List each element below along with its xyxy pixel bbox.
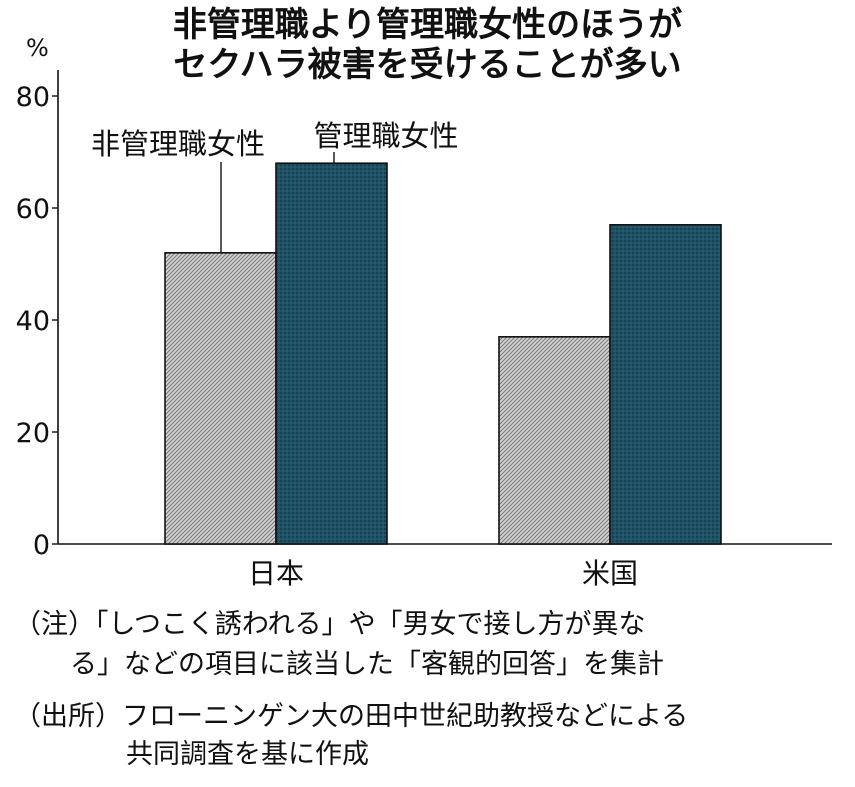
bar	[609, 224, 722, 545]
chart-title-line-1: 非管理職より管理職女性のほうが	[172, 5, 683, 45]
bar	[498, 335, 611, 545]
y-tick-label: 80	[16, 82, 50, 113]
y-tick-label: 60	[16, 194, 50, 225]
legend-label: 非管理職女性	[91, 127, 265, 161]
bar	[164, 252, 277, 545]
chart-title-line-2: セクハラ被害を受けることが多い	[173, 45, 682, 85]
x-tick-label: 米国	[582, 557, 638, 590]
note-line-2: る」などの項目に該当した「客観的回答」を集計	[70, 649, 664, 680]
y-tick-label: 40	[16, 306, 50, 337]
legend-label: 管理職女性	[313, 119, 458, 153]
source-line-2: 共同調査を基に作成	[126, 739, 369, 770]
y-tick-label: 0	[33, 530, 50, 561]
bar-chart: % 0 20 40 60 80 日本 米国 非管理職女性 管理職女性	[16, 34, 832, 590]
y-axis-unit: %	[26, 34, 49, 62]
source-line-1: （出所）フローニンゲン大の田中世紀助教授などによる	[14, 701, 689, 732]
y-tick-label: 20	[16, 418, 50, 449]
x-tick-label: 日本	[248, 557, 304, 590]
note-line-1: （注）「しつこく誘われる」や「男女で接し方が異な	[14, 609, 646, 640]
bar	[275, 162, 388, 545]
